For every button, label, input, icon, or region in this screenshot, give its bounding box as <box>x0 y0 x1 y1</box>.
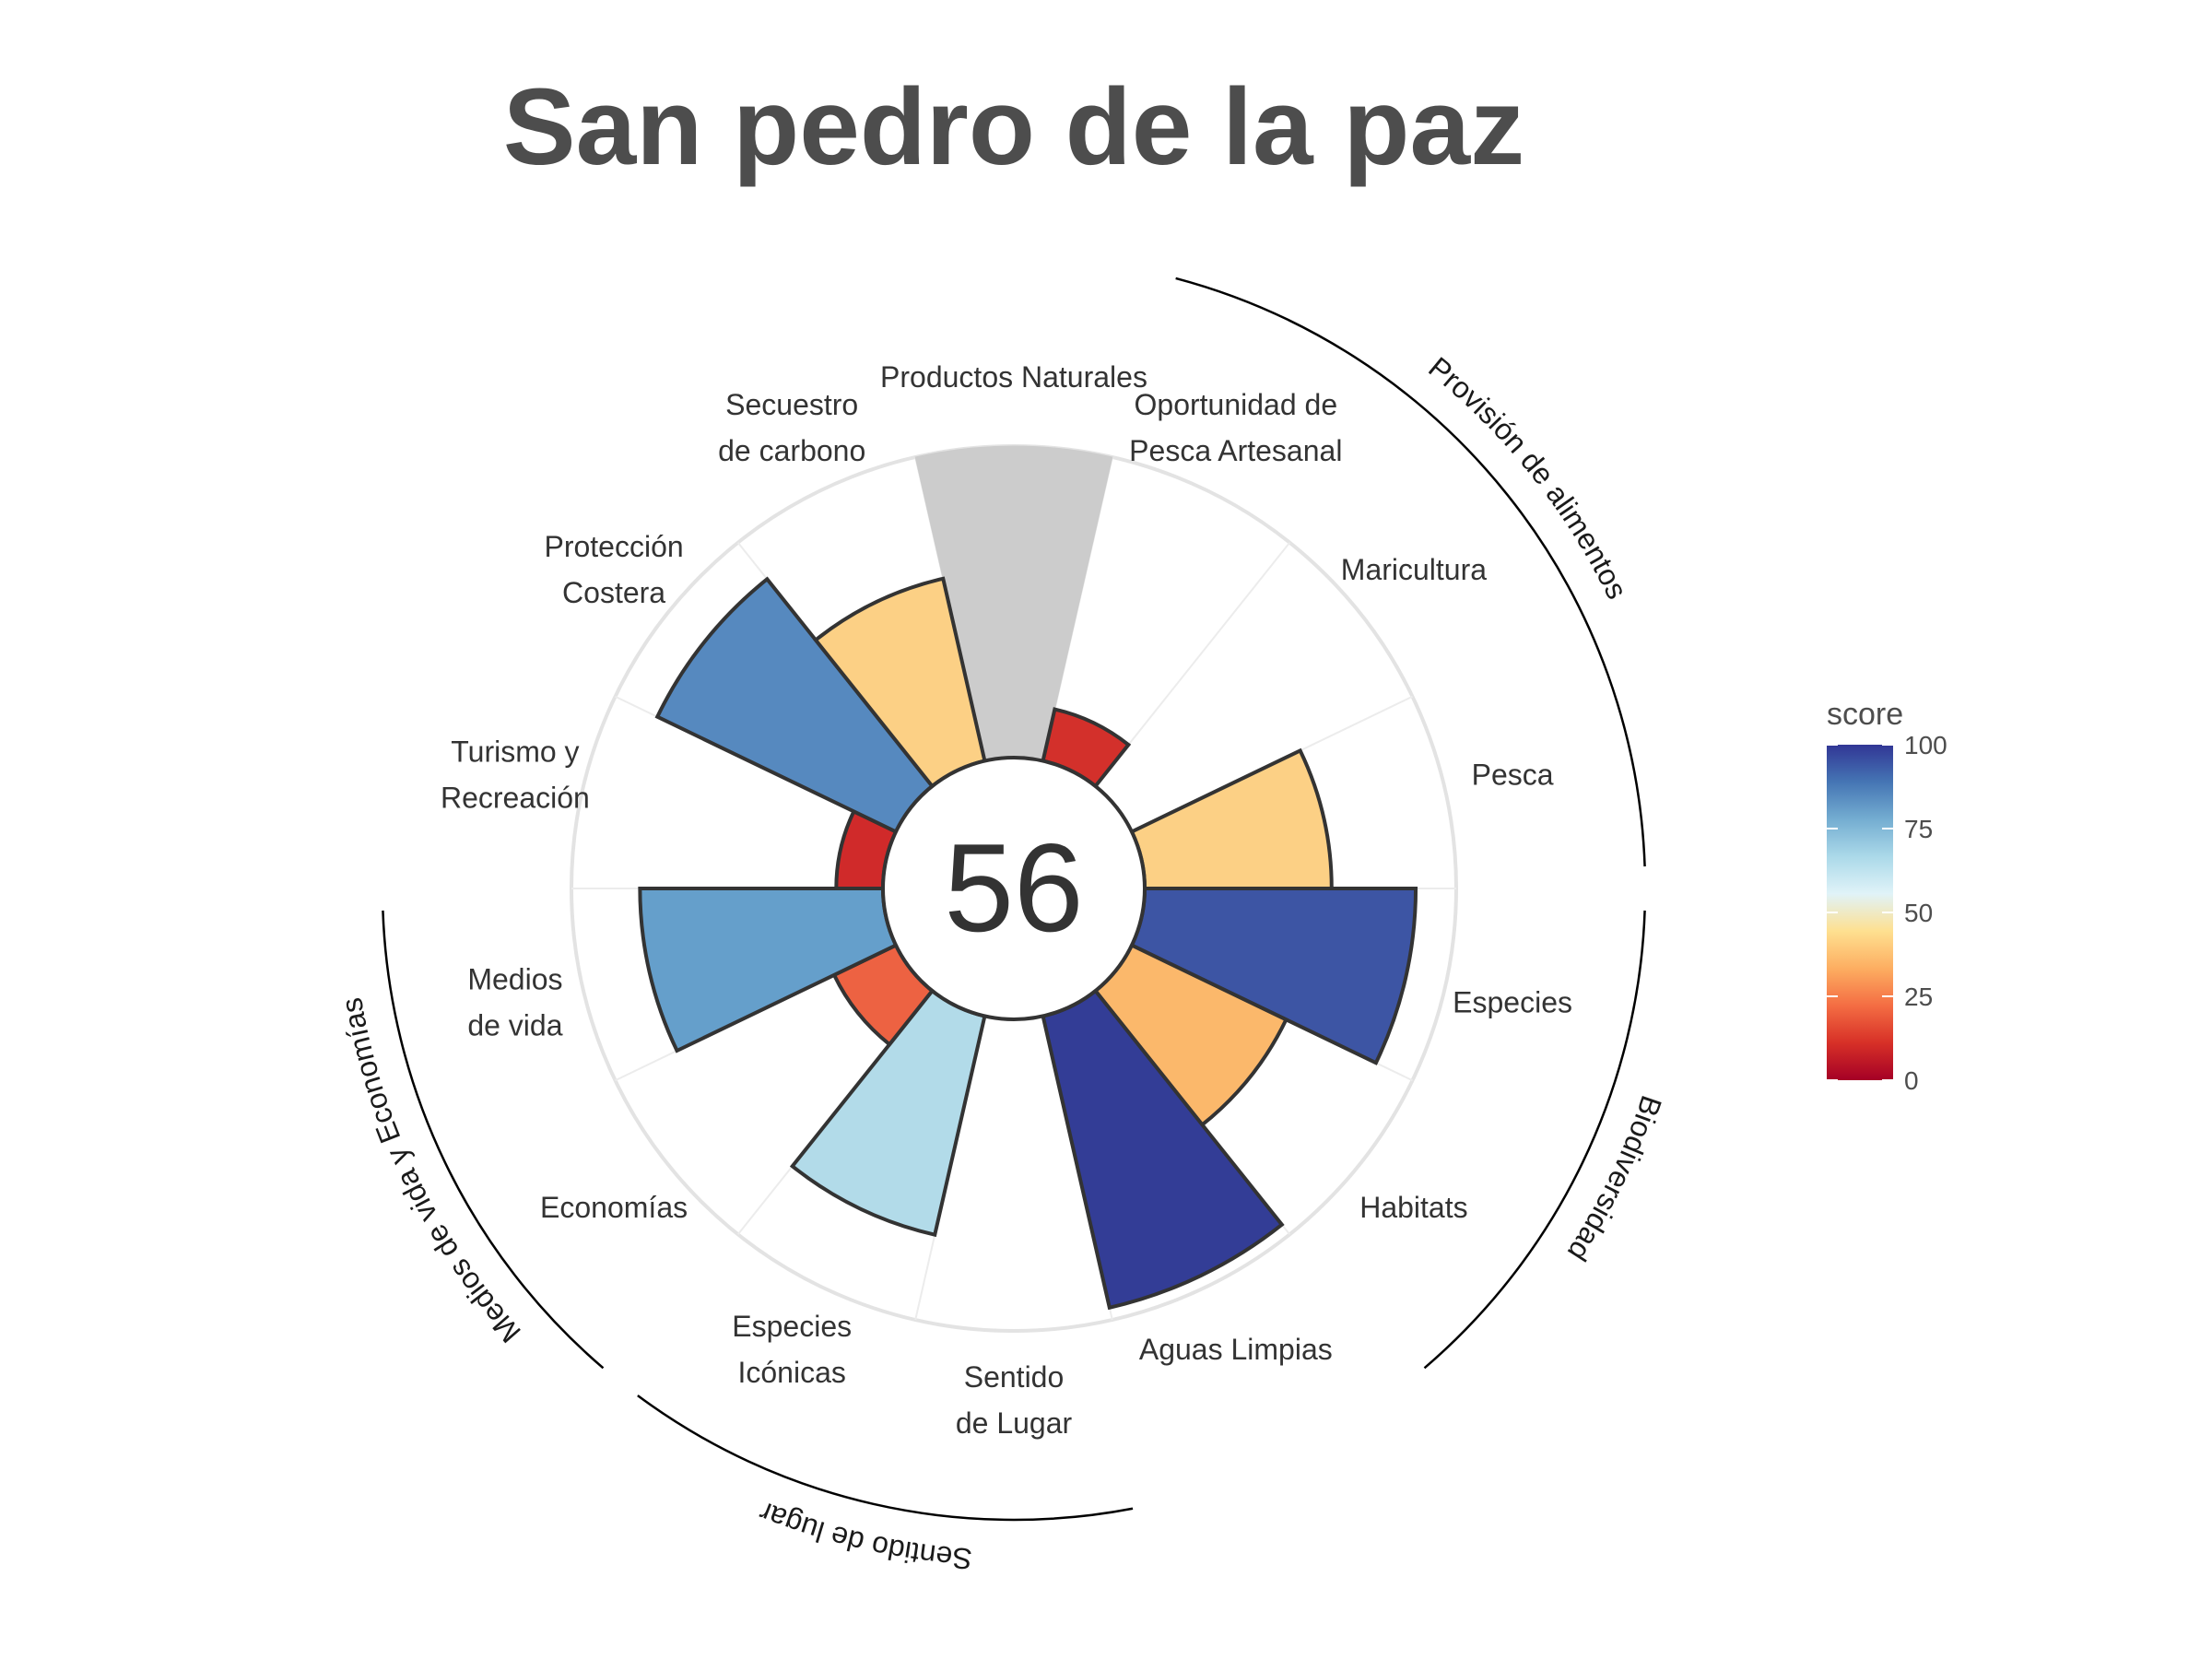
group-arc-biodiversidad <box>1423 910 1646 1370</box>
goal-label-proteccion-costera: Protección Costera <box>544 530 683 609</box>
goal-label-economias: Economías <box>540 1191 688 1224</box>
group-arc-provision-de-alimentos <box>1175 276 1646 867</box>
legend-tick-label: 75 <box>1904 815 1933 843</box>
goal-label-medios-de-vida: Medios de vida <box>467 962 562 1041</box>
goal-label-turismo-y-recreacion: Turismo y Recreación <box>441 735 590 815</box>
chart-title: San pedro de la paz <box>502 66 1525 188</box>
goal-label-productos-naturales: Productos Naturales <box>880 360 1147 394</box>
bars-layer <box>638 445 1418 1311</box>
goal-label-maricultura: Maricultura <box>1341 553 1487 586</box>
legend-tick-label: 50 <box>1904 899 1933 927</box>
legend-tick-label: 100 <box>1904 731 1947 759</box>
goal-label-aguas-limpias: Aguas Limpias <box>1139 1333 1333 1366</box>
goal-label-especies-iconicas: Especies Icónicas <box>732 1310 852 1389</box>
legend-tick-label: 0 <box>1904 1066 1919 1095</box>
group-arc-sentido-de-lugar <box>637 1394 1134 1522</box>
goal-label-sentido-de-lugar: Sentido de Lugar <box>956 1360 1073 1440</box>
group-label-sentido-de-lugar: Sentido de lugar <box>754 1495 973 1575</box>
legend-title: score <box>1827 697 1903 732</box>
legend-tick-label: 25 <box>1904 982 1933 1011</box>
bar-pesca <box>1129 747 1334 890</box>
group-arc-medios-de-vida-y-economias <box>382 910 605 1370</box>
goal-label-habitats: Habitats <box>1359 1191 1467 1224</box>
group-label-biodiversidad: Biodiversidad <box>1561 1091 1668 1267</box>
center-score: 56 <box>944 818 1083 958</box>
score-legend: score 100 75 50 25 0 <box>1827 697 1947 1095</box>
group-label-medios-de-vida-y-economias: Medios de vida y Economías <box>335 995 527 1349</box>
goal-label-secuestro-de-carbono: Secuestro de carbono <box>718 388 865 467</box>
goal-label-oportunidad-de-pesca-artesanal: Oportunidad de Pesca Artesanal <box>1129 388 1342 467</box>
goal-label-pesca: Pesca <box>1472 759 1554 792</box>
legend-ticks: 100 75 50 25 0 <box>1827 731 1947 1095</box>
goal-label-especies: Especies <box>1453 985 1572 1018</box>
center-circle <box>881 756 1147 1021</box>
